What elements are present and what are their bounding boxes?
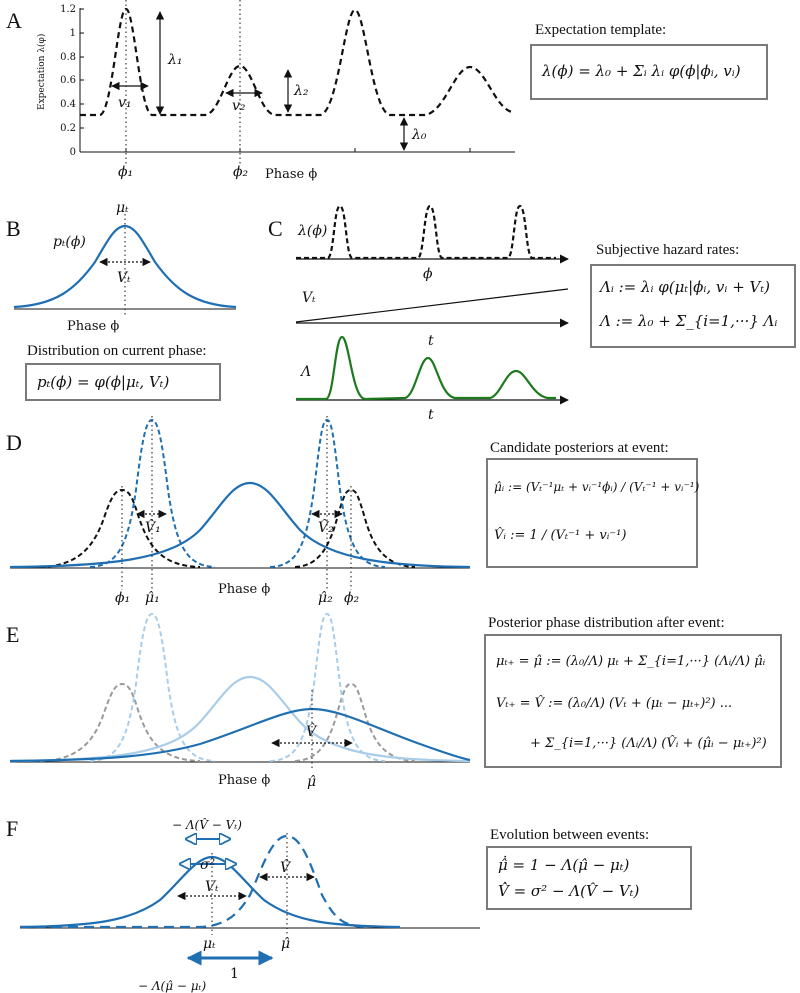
box-d-equation-1: μ̂ᵢ := (Vₜ⁻¹μₜ + vᵢ⁻¹ϕᵢ) / (Vₜ⁻¹ + vᵢ⁻¹) xyxy=(494,480,700,494)
label-lambda0: λ₀ xyxy=(411,127,427,143)
panel-letter-a: A xyxy=(6,8,22,33)
label-lambda2: λ₂ xyxy=(293,83,309,99)
ytick-0-4: 0.4 xyxy=(60,99,76,110)
box-d-title: Candidate posteriors at event: xyxy=(490,440,669,456)
panel-c-lambda-curve xyxy=(296,204,556,260)
box-c-title: Subjective hazard rates: xyxy=(596,242,740,258)
label-e-mu: μ̂ xyxy=(307,774,316,790)
panel-f-current xyxy=(19,855,401,929)
ytick-0: 0 xyxy=(70,147,76,158)
panel-letter-c: C xyxy=(268,216,283,241)
box-e-equation-1: μₜ₊ = μ̂ := (λ₀/Λ) μₜ + Σ_{i=1,···} (Λᵢ/… xyxy=(496,654,766,669)
panel-a-expectation-curve xyxy=(80,7,513,117)
label-c-capital-lambda: Λ xyxy=(299,364,311,380)
label-phi1: ϕ₁ xyxy=(118,164,133,180)
label-d-mu2: μ̂₂ xyxy=(318,590,333,606)
label-lambda1: λ₁ xyxy=(167,52,183,68)
panel-d-blue-solid xyxy=(9,481,471,569)
label-f-bottom: − Λ(μ̂ − μₜ) xyxy=(138,979,206,993)
box-c-equation-1: Λᵢ := λᵢ φ(μₜ|ϕᵢ, vᵢ + Vₜ) xyxy=(600,278,770,296)
panel-e-gray-dashed xyxy=(39,682,416,762)
panel-f-variance-arrows xyxy=(180,839,274,966)
panel-letter-e: E xyxy=(6,622,20,647)
panel-letter-b: B xyxy=(6,216,21,241)
box-c: Λᵢ := λᵢ φ(μₜ|ϕᵢ, vᵢ + Vₜ) Λ := λ₀ + Σ_{… xyxy=(590,264,796,348)
panel-a-xlabel: Phase ϕ xyxy=(265,167,317,182)
label-c-t2: t xyxy=(428,407,434,423)
panel-a-yticks: 1.2 1 0.8 0.6 0.4 0.2 0 xyxy=(60,4,76,158)
label-d-mu1: μ̂₁ xyxy=(145,590,160,606)
box-e-title: Posterior phase distribution after event… xyxy=(488,615,725,631)
box-f-title: Evolution between events: xyxy=(490,827,650,843)
panel-d-black-dashed xyxy=(39,488,416,568)
label-f-vt: Vₜ xyxy=(205,879,219,895)
label-d-v1: V̂₁ xyxy=(145,518,161,536)
panel-c-hazard-curve xyxy=(296,335,556,401)
panel-e-lightblue-dashed xyxy=(89,612,386,762)
panel-d-xlabel: Phase ϕ xyxy=(218,582,270,597)
panel-a-guides xyxy=(125,0,241,165)
label-f-one: 1 xyxy=(230,966,239,982)
label-lambda-phi: λ(ϕ) xyxy=(297,223,327,239)
panel-c-axes xyxy=(296,254,569,405)
ytick-0-2: 0.2 xyxy=(60,123,76,134)
label-e-v: V̂ xyxy=(306,722,318,740)
box-e: μₜ₊ = μ̂ := (λ₀/Λ) μₜ + Σ_{i=1,···} (Λᵢ/… xyxy=(484,634,782,768)
panel-e-prior-light xyxy=(9,675,471,763)
label-d-phi2: ϕ₂ xyxy=(344,590,360,606)
box-c-equation-2: Λ := λ₀ + Σ_{i=1,···} Λᵢ xyxy=(600,312,778,330)
box-e-equation-3: + Σ_{i=1,···} (Λᵢ/Λ) (V̂ᵢ + (μ̂ᵢ − μₜ₊)²… xyxy=(530,736,767,751)
label-c-vt: Vₜ xyxy=(302,290,316,306)
panel-letter-d: D xyxy=(6,430,22,455)
box-f-equation-2: V̂̇ = σ² − Λ(V̂ − Vₜ) xyxy=(498,882,640,900)
label-f-muhat: μ̂ xyxy=(281,936,290,952)
label-v-t: Vₜ xyxy=(117,270,131,286)
panel-e-xlabel: Phase ϕ xyxy=(218,773,270,788)
box-a-title: Expectation template: xyxy=(535,22,667,38)
box-b-equation: pₜ(ϕ) = φ(ϕ|μₜ, Vₜ) xyxy=(37,373,170,391)
box-d-equation-2: V̂ᵢ := 1 / (Vₜ⁻¹ + vᵢ⁻¹) xyxy=(494,528,627,543)
label-d-v2: V̂₂ xyxy=(318,518,334,536)
panel-letter-f: F xyxy=(6,816,19,841)
label-p-t: pₜ(ϕ) xyxy=(53,234,86,250)
label-f-top: − Λ(V̂ − Vₜ) xyxy=(172,817,242,832)
panel-d-guides xyxy=(121,416,352,590)
panel-a-ylabel: Expectation λ(φ) xyxy=(36,34,47,110)
box-d: μ̂ᵢ := (Vₜ⁻¹μₜ + vᵢ⁻¹ϕᵢ) / (Vₜ⁻¹ + vᵢ⁻¹)… xyxy=(486,458,700,568)
label-c-t1: t xyxy=(428,333,434,349)
panel-e-posterior xyxy=(9,707,471,763)
panel-a-axes xyxy=(79,8,515,153)
panel-c-vt-line xyxy=(295,288,569,323)
panel-b-gaussian xyxy=(13,224,237,309)
panel-d-blue-dashed xyxy=(89,418,386,568)
label-mu-t: μₜ xyxy=(116,200,129,216)
box-f: μ̂̇ = 1 − Λ(μ̂ − μₜ) V̂̇ = σ² − Λ(V̂ − V… xyxy=(486,846,692,910)
label-d-phi1: ϕ₁ xyxy=(115,590,130,606)
label-phi2: ϕ₂ xyxy=(233,164,249,180)
panel-b-xlabel: Phase ϕ xyxy=(67,319,119,334)
ytick-0-8: 0.8 xyxy=(60,52,76,63)
ytick-0-6: 0.6 xyxy=(60,75,76,86)
label-v2: v₂ xyxy=(232,98,246,114)
box-a-equation: λ(ϕ) = λ₀ + Σᵢ λᵢ φ(ϕ|ϕᵢ, vᵢ) xyxy=(542,62,741,80)
ytick-1: 1 xyxy=(70,28,76,39)
label-c-phi: ϕ xyxy=(423,266,433,282)
box-b: pₜ(ϕ) = φ(ϕ|μₜ, Vₜ) xyxy=(25,363,221,401)
panel-f-future-dashed xyxy=(20,834,366,929)
box-a: λ(ϕ) = λ₀ + Σᵢ λᵢ φ(ϕ|ϕᵢ, vᵢ) xyxy=(530,44,768,100)
panel-a-arrows xyxy=(111,11,409,151)
label-f-vhat: V̂ xyxy=(280,858,292,876)
label-v1: v₁ xyxy=(118,95,132,111)
label-f-mut: μₜ xyxy=(203,936,216,952)
label-f-sigma: σ² xyxy=(200,857,216,873)
box-b-title: Distribution on current phase: xyxy=(27,343,207,359)
box-e-equation-2: Vₜ₊ = V̂ := (λ₀/Λ) (Vₜ + (μₜ − μₜ₊)²) ..… xyxy=(496,696,733,711)
box-f-equation-1: μ̂̇ = 1 − Λ(μ̂ − μₜ) xyxy=(498,856,630,874)
ytick-1-2: 1.2 xyxy=(60,4,76,15)
